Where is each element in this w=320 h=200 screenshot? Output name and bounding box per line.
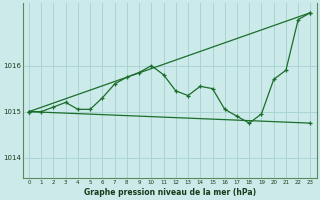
X-axis label: Graphe pression niveau de la mer (hPa): Graphe pression niveau de la mer (hPa) <box>84 188 256 197</box>
